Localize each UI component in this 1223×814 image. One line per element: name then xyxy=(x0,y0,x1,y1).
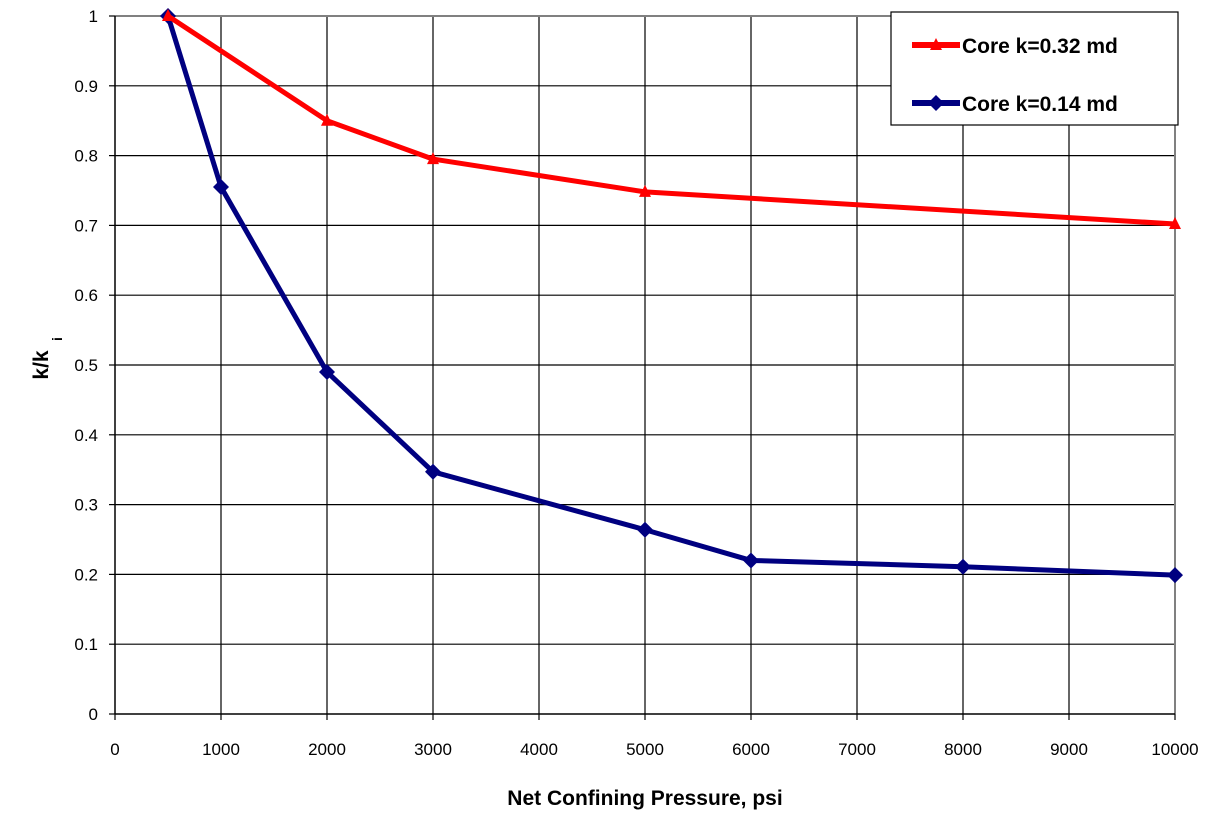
y-tick-label: 1 xyxy=(89,7,98,26)
y-tick-label: 0.9 xyxy=(74,77,98,96)
legend-item: Core k=0.32 md xyxy=(912,35,1118,58)
data-point-diamond xyxy=(425,463,441,480)
y-tick-label: 0.3 xyxy=(74,496,98,515)
data-point-diamond xyxy=(743,552,759,569)
series-triangle xyxy=(162,9,1181,230)
y-axis-label-subscript: i xyxy=(49,337,65,341)
data-point-diamond xyxy=(955,558,971,575)
ticks: 0 1000 2000 3000 4000 5000 6000 7000 8000 9000 100… xyxy=(74,7,1198,759)
data-point-diamond xyxy=(213,179,229,196)
legend-label: Core k=0.32 md xyxy=(962,35,1118,58)
legend: Core k=0.32 md Core k=0.14 md xyxy=(890,11,1179,126)
data-point-triangle xyxy=(321,113,333,126)
y-tick-label: 0.1 xyxy=(74,635,98,654)
grid xyxy=(114,15,1176,715)
x-tick-label: 3000 xyxy=(414,740,452,759)
x-tick-label: 5000 xyxy=(626,740,664,759)
data-point-triangle xyxy=(162,9,174,21)
x-tick-label: 10000 xyxy=(1151,740,1198,759)
series-diamond xyxy=(160,8,1183,584)
data-point-triangle xyxy=(930,38,942,50)
series-layer xyxy=(160,8,1183,584)
y-tick-label: 0.2 xyxy=(74,565,98,584)
y-tick-label: 0.4 xyxy=(74,426,98,445)
y-tick-label: 0.6 xyxy=(74,286,98,305)
y-axis-label-main: k/k xyxy=(30,350,53,380)
x-tick-label: 8000 xyxy=(944,740,982,759)
data-point-triangle xyxy=(1169,217,1181,230)
series-line xyxy=(165,15,1176,578)
data-point-diamond xyxy=(319,363,335,380)
x-axis-label: Net Confining Pressure, psi xyxy=(507,787,782,810)
data-point-diamond xyxy=(637,521,653,538)
y-tick-label: 0.5 xyxy=(74,356,98,375)
x-tick-label: 6000 xyxy=(732,740,770,759)
data-point-diamond xyxy=(928,95,944,111)
data-point-diamond xyxy=(1167,567,1183,584)
data-point-triangle xyxy=(427,152,439,165)
y-tick-label: 0.7 xyxy=(74,216,98,235)
x-tick-label: 9000 xyxy=(1050,740,1088,759)
data-point-triangle xyxy=(639,184,651,197)
legend-label: Core k=0.14 md xyxy=(962,93,1118,116)
x-tick-label: 7000 xyxy=(838,740,876,759)
legend-item: Core k=0.14 md xyxy=(912,93,1118,116)
x-tick-label: 4000 xyxy=(520,740,558,759)
x-tick-label: 1000 xyxy=(202,740,240,759)
y-tick-label: 0.8 xyxy=(74,147,98,166)
x-tick-label: 2000 xyxy=(308,740,346,759)
y-tick-label: 0 xyxy=(89,705,98,724)
y-axis-label: k/k i xyxy=(30,337,65,379)
x-tick-label: 0 xyxy=(110,740,119,759)
